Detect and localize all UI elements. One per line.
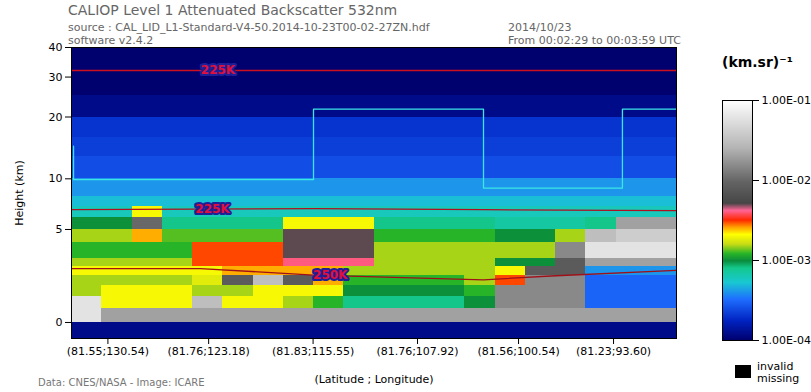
svg-text:1.00E-04: 1.00E-04 [762,334,811,347]
html-text:source : CAL_LID_L1-Standard-V: source : CAL_LID_L1-Standard-V4-50.2014-… [68,21,430,34]
svg-text:1.00E-03: 1.00E-03 [762,254,811,267]
svg-text:(81.56;100.54): (81.56;100.54) [477,345,559,358]
svg-text:(Latitude ; Longitude): (Latitude ; Longitude) [314,373,433,386]
svg-text:(81.55;130.54): (81.55;130.54) [67,345,149,358]
svg-text:(81.23;93.60): (81.23;93.60) [576,345,651,358]
html-text:From 00:02:29 to 00:03:59 UTC: From 00:02:29 to 00:03:59 UTC [508,34,681,47]
svg-text:(81.76;123.18): (81.76;123.18) [168,345,250,358]
html-text:2014/10/23: 2014/10/23 [508,21,572,34]
svg-text:225K: 225K [195,202,230,216]
html-text:Data: CNES/NASA - Image: ICARE: Data: CNES/NASA - Image: ICARE [38,377,205,388]
html-text:invalid: invalid [757,360,794,373]
svg-text:1.00E-01: 1.00E-01 [762,94,811,107]
svg-text:(81.76;107.92): (81.76;107.92) [376,345,458,358]
svg-text:1.00E-02: 1.00E-02 [762,174,811,187]
svg-text:(81.83;115.55): (81.83;115.55) [272,345,354,358]
svg-text:225K: 225K [201,63,236,77]
svg-text:250K: 250K [313,268,348,282]
svg-text:30: 30 [49,71,63,84]
html-text:(km.sr)⁻¹: (km.sr)⁻¹ [722,54,793,70]
svg-text:20: 20 [49,111,63,124]
svg-text:0: 0 [56,316,63,329]
svg-text:10: 10 [49,172,63,185]
svg-text:Height (km): Height (km) [13,160,26,226]
svg-text:5: 5 [56,223,63,236]
html-text:CALIOP Level 1 Attenuated Back: CALIOP Level 1 Attenuated Backscatter 53… [68,2,398,18]
svg-text:40: 40 [49,41,63,54]
html-text:missing: missing [757,372,800,385]
html-text:software v2.4.2: software v2.4.2 [68,34,154,47]
